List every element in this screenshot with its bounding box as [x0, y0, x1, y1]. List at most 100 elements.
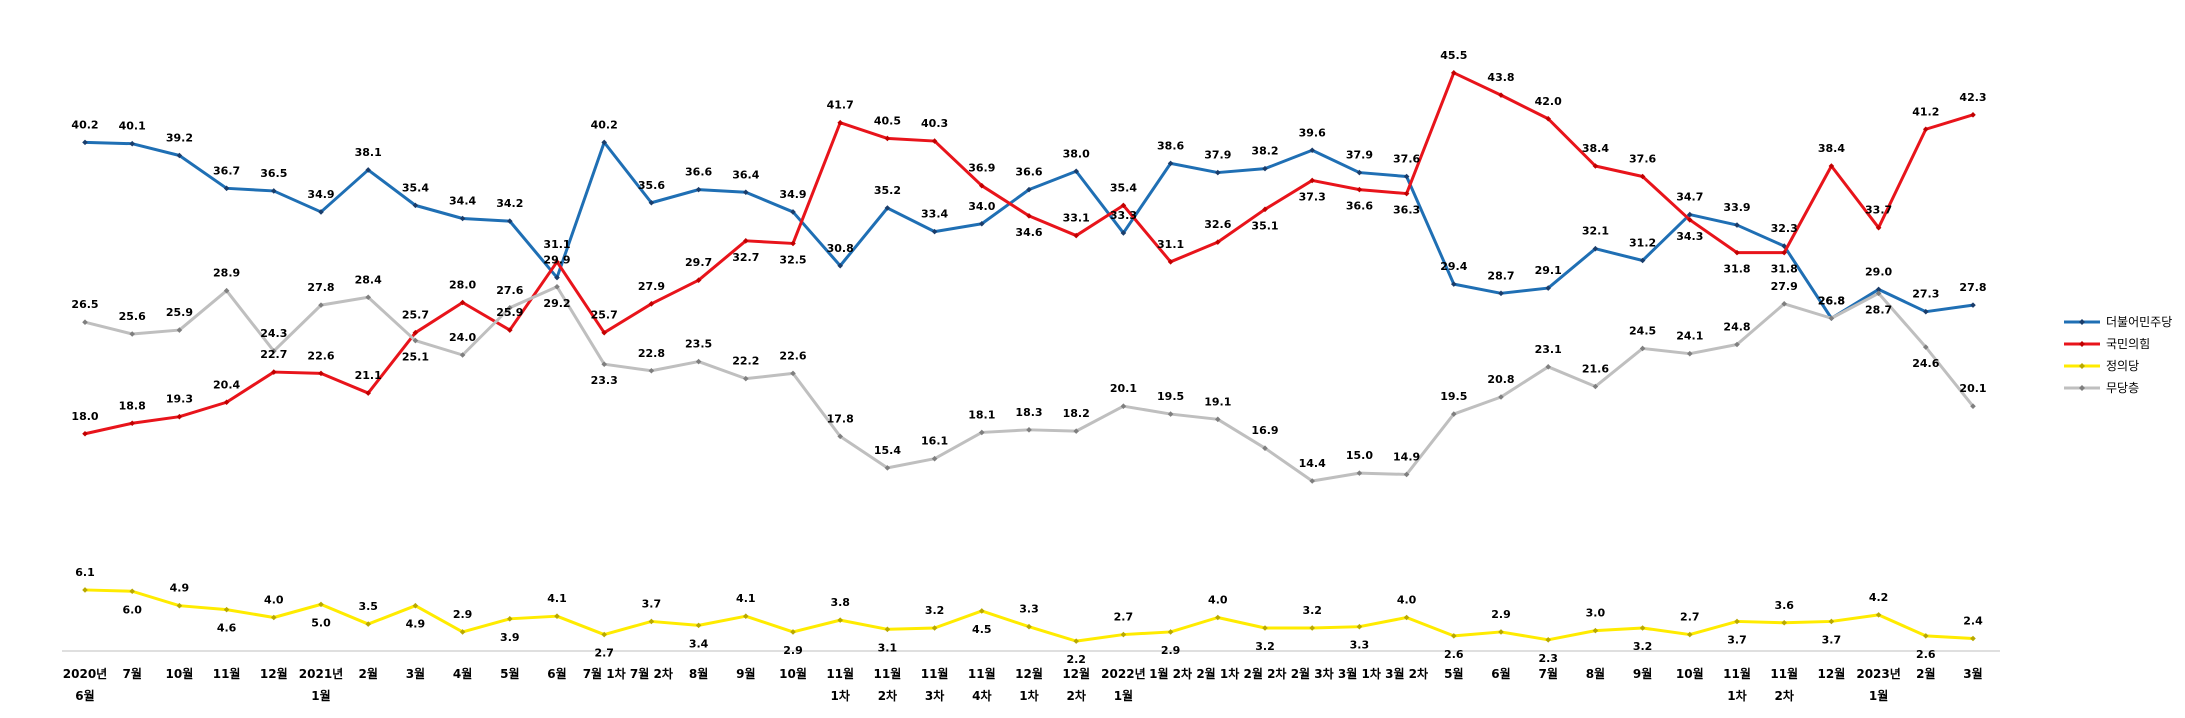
- data-point: [223, 287, 230, 294]
- data-label: 20.4: [213, 378, 240, 391]
- data-label: 4.1: [547, 592, 567, 605]
- legend-label: 국민의힘: [2106, 337, 2150, 351]
- data-point: [129, 140, 135, 147]
- data-label: 16.9: [1251, 424, 1278, 437]
- data-label: 14.9: [1393, 450, 1420, 463]
- data-label: 34.9: [307, 188, 334, 201]
- data-point: [1073, 638, 1079, 644]
- data-label: 38.2: [1251, 145, 1278, 158]
- data-label: 34.2: [496, 197, 523, 210]
- data-point: [1498, 629, 1504, 635]
- data-label: 28.4: [355, 273, 382, 286]
- data-label: 4.9: [406, 618, 426, 631]
- data-label: 2.7: [1114, 611, 1134, 624]
- legend-label: 더불어민주당: [2106, 315, 2172, 329]
- data-point: [743, 375, 749, 382]
- data-point: [1215, 416, 1221, 423]
- x-tick-label: 2차: [1775, 688, 1794, 703]
- data-point: [1781, 249, 1787, 256]
- data-label: 36.6: [685, 166, 712, 179]
- data-point: [1403, 471, 1410, 478]
- x-tick-label: 9월: [736, 666, 755, 681]
- data-point: [1687, 211, 1693, 218]
- data-point: [459, 299, 466, 306]
- data-label: 2.6: [1444, 648, 1464, 661]
- data-point: [459, 352, 466, 358]
- data-point: [1970, 635, 1976, 642]
- data-point: [82, 587, 88, 593]
- data-label: 28.0: [449, 279, 476, 292]
- x-tick-label: 10월: [1676, 666, 1704, 681]
- data-label: 42.0: [1535, 95, 1562, 108]
- data-label: 19.5: [1440, 390, 1467, 403]
- data-label: 36.3: [1393, 204, 1420, 217]
- data-label: 35.2: [874, 184, 901, 197]
- data-label: 4.9: [170, 582, 190, 595]
- data-point: [601, 139, 607, 146]
- data-point: [1970, 302, 1976, 308]
- data-label: 24.1: [1676, 330, 1703, 343]
- data-label: 25.9: [496, 306, 523, 319]
- data-point: [1403, 614, 1410, 621]
- x-tick-label: 10월: [779, 666, 807, 681]
- data-point: [554, 613, 560, 619]
- data-point: [1167, 411, 1174, 417]
- x-tick-label: 7월: [123, 666, 142, 681]
- x-tick-label: 11월: [874, 666, 902, 681]
- data-point: [979, 608, 985, 614]
- data-label: 40.2: [71, 118, 98, 131]
- data-label: 34.0: [968, 200, 995, 213]
- data-label: 4.0: [1208, 594, 1228, 607]
- x-tick-label: 2차: [1067, 688, 1086, 703]
- data-point: [1923, 633, 1929, 639]
- data-label: 2.7: [594, 647, 614, 660]
- data-point: [1309, 625, 1315, 631]
- data-label: 27.8: [1959, 281, 1986, 294]
- data-label: 24.8: [1723, 321, 1750, 334]
- data-point: [176, 152, 183, 159]
- data-point: [176, 602, 183, 609]
- data-point: [979, 429, 985, 436]
- data-label: 26.8: [1818, 294, 1845, 307]
- data-point: [129, 420, 135, 427]
- data-label: 3.7: [1822, 633, 1842, 646]
- data-label: 37.9: [1204, 149, 1231, 162]
- x-tick-label: 9월: [1633, 666, 1652, 681]
- data-point: [365, 167, 371, 173]
- x-tick-label: 4차: [972, 688, 991, 703]
- data-label: 3.3: [1019, 603, 1039, 616]
- data-label: 3.9: [500, 631, 520, 644]
- data-point: [1262, 206, 1268, 213]
- data-point: [554, 283, 560, 290]
- data-point: [176, 327, 183, 333]
- data-point: [1120, 202, 1127, 209]
- data-point: [1828, 315, 1835, 322]
- x-tick-label: 2월 3차: [1291, 666, 1334, 681]
- data-point: [1639, 173, 1646, 180]
- data-label: 22.2: [732, 355, 759, 368]
- data-point: [1687, 631, 1693, 638]
- data-label: 28.7: [1487, 269, 1514, 282]
- data-point: [695, 622, 702, 629]
- data-label: 2.7: [1680, 611, 1700, 624]
- data-labels-0: 40.2 40.1 39.2 36.7 36.5 34.9 38.1 35.4 34.4 34.2…: [71, 118, 1986, 307]
- legend-item: 정의당: [2064, 359, 2139, 373]
- data-label: 18.3: [1015, 406, 1042, 419]
- data-label: 3.2: [1302, 604, 1322, 617]
- series-3: [82, 283, 1976, 484]
- x-tick-label: 2020년: [63, 667, 107, 681]
- data-point: [1970, 112, 1976, 118]
- data-point: [790, 370, 796, 377]
- data-point: [271, 348, 277, 354]
- data-point: [1734, 341, 1740, 348]
- data-label: 2.9: [453, 608, 473, 621]
- data-point: [318, 601, 324, 608]
- data-label: 29.0: [1865, 265, 1892, 278]
- data-point: [1026, 623, 1032, 630]
- data-point: [743, 238, 749, 244]
- data-label: 4.0: [1397, 594, 1417, 607]
- data-point: [1120, 230, 1127, 236]
- x-tick-label: 2021년: [299, 667, 343, 681]
